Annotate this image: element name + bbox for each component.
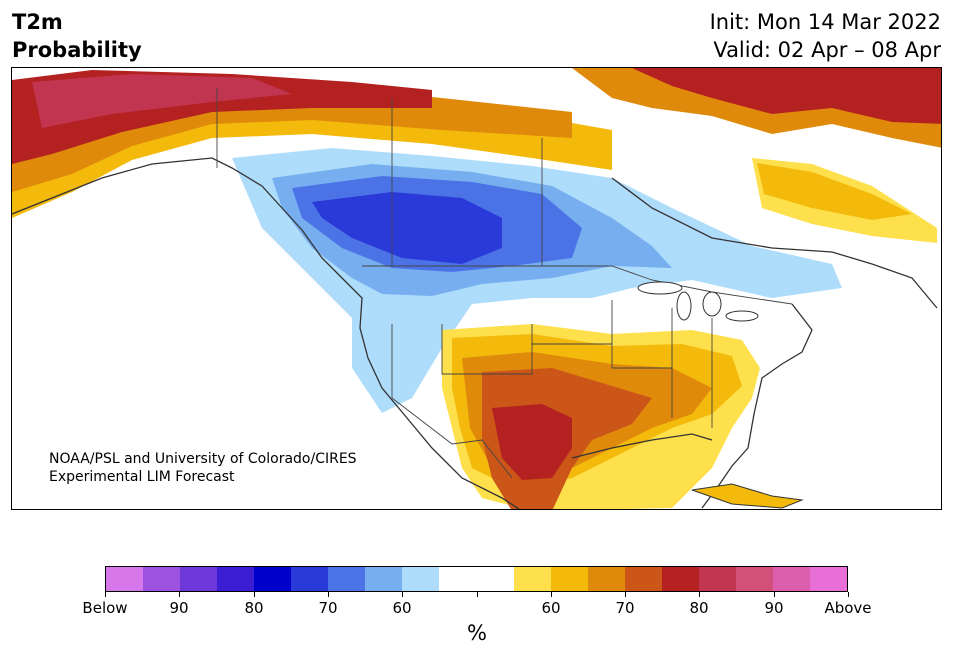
- coastlines: [12, 157, 938, 509]
- borders: [216, 88, 793, 479]
- colorbar-tick: [699, 592, 700, 597]
- colorbar: [105, 566, 848, 592]
- colorbar-segment: [254, 567, 292, 591]
- colorbar-segment: [365, 567, 403, 591]
- credit-line-1: NOAA/PSL and University of Colorado/CIRE…: [49, 451, 357, 467]
- colorbar-segment: [698, 567, 736, 591]
- colorbar-tick-label: 60: [392, 599, 412, 617]
- colorbar-segment: [735, 567, 773, 591]
- credit-line-2: Experimental LIM Forecast: [49, 469, 235, 485]
- colorbar-tick-label: 90: [764, 599, 784, 617]
- colorbar-tick: [254, 592, 255, 597]
- cold-80: [312, 192, 502, 264]
- colorbar-tick: [551, 592, 552, 597]
- probability-map: NOAA/PSL and University of Colorado/CIRE…: [11, 67, 942, 510]
- cuba: [691, 483, 804, 509]
- product-label: Probability: [12, 38, 142, 62]
- colorbar-segment: [476, 567, 514, 591]
- texas-warm-core: [492, 404, 572, 480]
- map-title: T2m Probability: [12, 8, 142, 64]
- valid-range: Valid: 02 Apr – 08 Apr: [713, 38, 941, 62]
- init-date: Init: Mon 14 Mar 2022: [709, 10, 941, 34]
- colorbar-segment: [550, 567, 588, 591]
- colorbar-tick: [477, 592, 478, 597]
- colorbar-tick: [774, 592, 775, 597]
- colorbar-segment: [106, 567, 144, 591]
- colorbar-tick-label: Above: [824, 599, 872, 617]
- alaska-warm-core: [32, 74, 292, 128]
- colorbar-unit: %: [467, 621, 487, 645]
- colorbar-tick: [402, 592, 403, 597]
- colorbar-tick-label: 60: [541, 599, 561, 617]
- colorbar-segment: [291, 567, 329, 591]
- colorbar-segment: [180, 567, 218, 591]
- colorbar-tick: [179, 592, 180, 597]
- colorbar-tick: [328, 592, 329, 597]
- colorbar-segment: [217, 567, 255, 591]
- credit-text: NOAA/PSL and University of Colorado/CIRE…: [49, 450, 357, 486]
- colorbar-segment: [587, 567, 625, 591]
- colorbar-tick-label: Below: [82, 599, 128, 617]
- colorbar-segment: [328, 567, 366, 591]
- colorbar-segment: [661, 567, 699, 591]
- colorbar-segment: [513, 567, 551, 591]
- colorbar-tick-label: 70: [318, 599, 338, 617]
- colorbar-segment: [624, 567, 662, 591]
- colorbar-tick: [625, 592, 626, 597]
- map-svg: [12, 68, 941, 509]
- northeast-canada-warm-inner: [757, 163, 912, 220]
- colorbar-tick-label: 90: [169, 599, 189, 617]
- colorbar-tick: [848, 592, 849, 597]
- colorbar-tick: [105, 592, 106, 597]
- colorbar-tick-label: 80: [244, 599, 264, 617]
- colorbar-segment: [402, 567, 440, 591]
- colorbar-tick-label: 70: [615, 599, 635, 617]
- variable-label: T2m: [12, 10, 63, 34]
- forecast-dates: Init: Mon 14 Mar 2022 Valid: 02 Apr – 08…: [710, 8, 941, 64]
- colorbar-segment: [439, 567, 477, 591]
- great-lakes: [637, 281, 759, 322]
- arctic-warm-inner: [632, 68, 941, 124]
- colorbar-tick-label: 80: [689, 599, 709, 617]
- colorbar-segment: [772, 567, 810, 591]
- colorbar-segment: [143, 567, 181, 591]
- colorbar-segment: [809, 567, 847, 591]
